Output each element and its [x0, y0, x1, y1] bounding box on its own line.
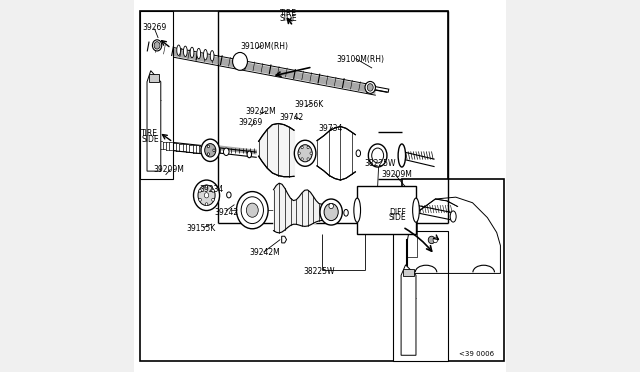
Bar: [402, 179, 504, 361]
Ellipse shape: [227, 192, 231, 198]
Ellipse shape: [199, 189, 202, 192]
Ellipse shape: [198, 185, 215, 205]
Ellipse shape: [298, 152, 300, 155]
Text: 38225W: 38225W: [303, 267, 335, 276]
Bar: [140, 11, 173, 179]
Ellipse shape: [246, 203, 259, 217]
Text: SIDE: SIDE: [141, 135, 159, 144]
Ellipse shape: [298, 145, 312, 162]
Ellipse shape: [204, 193, 209, 198]
Text: 39155K: 39155K: [186, 224, 215, 233]
Ellipse shape: [344, 209, 348, 216]
Text: 39156K: 39156K: [294, 100, 323, 109]
Text: 39269: 39269: [142, 23, 166, 32]
Ellipse shape: [154, 42, 160, 49]
Ellipse shape: [184, 46, 187, 57]
Ellipse shape: [413, 198, 419, 222]
Ellipse shape: [223, 148, 229, 155]
Text: 39209M: 39209M: [381, 170, 412, 179]
Ellipse shape: [329, 203, 333, 209]
Ellipse shape: [398, 144, 406, 167]
Ellipse shape: [247, 151, 252, 158]
Ellipse shape: [433, 237, 438, 243]
Text: 39234: 39234: [199, 185, 223, 194]
Ellipse shape: [307, 146, 309, 149]
Ellipse shape: [307, 158, 309, 160]
Ellipse shape: [212, 189, 214, 192]
Bar: [149, 74, 159, 82]
Ellipse shape: [320, 199, 342, 225]
Text: 39269: 39269: [238, 118, 262, 127]
Ellipse shape: [310, 152, 312, 155]
Ellipse shape: [301, 146, 303, 149]
Text: 39242M: 39242M: [246, 107, 276, 116]
Ellipse shape: [450, 211, 456, 222]
Text: TIRE: TIRE: [280, 9, 297, 17]
Ellipse shape: [354, 198, 360, 222]
Text: 39100M(RH): 39100M(RH): [240, 42, 288, 51]
Ellipse shape: [193, 180, 220, 211]
Bar: [357, 186, 416, 234]
Text: SIDE: SIDE: [280, 14, 298, 23]
Ellipse shape: [190, 47, 194, 58]
Text: <39 0006: <39 0006: [460, 351, 495, 357]
Ellipse shape: [213, 149, 215, 152]
Ellipse shape: [205, 185, 208, 188]
Ellipse shape: [207, 153, 209, 155]
Ellipse shape: [204, 49, 207, 60]
Ellipse shape: [372, 148, 383, 163]
Text: 39742: 39742: [279, 113, 303, 122]
Ellipse shape: [212, 198, 214, 201]
Polygon shape: [401, 265, 416, 355]
Text: 39209M: 39209M: [154, 165, 184, 174]
Ellipse shape: [241, 197, 264, 224]
Polygon shape: [282, 236, 287, 243]
Ellipse shape: [428, 236, 435, 244]
Ellipse shape: [199, 198, 202, 201]
Bar: [140, 11, 449, 361]
Ellipse shape: [201, 139, 220, 161]
Ellipse shape: [197, 48, 200, 59]
Ellipse shape: [205, 144, 216, 157]
Ellipse shape: [211, 51, 214, 61]
Ellipse shape: [152, 40, 162, 51]
Text: TIRE: TIRE: [141, 129, 159, 138]
Ellipse shape: [207, 145, 209, 148]
Ellipse shape: [365, 81, 376, 93]
Text: 39100M(RH): 39100M(RH): [337, 55, 385, 64]
Polygon shape: [147, 71, 161, 171]
Ellipse shape: [356, 150, 360, 157]
Bar: [392, 231, 449, 361]
Text: DIFF: DIFF: [389, 208, 406, 217]
Text: 39734: 39734: [318, 124, 342, 133]
Ellipse shape: [369, 144, 387, 167]
Ellipse shape: [301, 158, 303, 160]
Ellipse shape: [324, 203, 338, 221]
Bar: [403, 269, 413, 276]
Ellipse shape: [367, 84, 373, 91]
Text: 39242M: 39242M: [250, 248, 280, 257]
Text: SIDE: SIDE: [389, 213, 406, 222]
Ellipse shape: [177, 45, 180, 55]
Ellipse shape: [232, 52, 248, 70]
Ellipse shape: [294, 140, 316, 166]
Text: 38225W: 38225W: [365, 159, 396, 168]
Text: 39242: 39242: [214, 208, 238, 217]
Ellipse shape: [237, 192, 268, 229]
Ellipse shape: [205, 203, 208, 206]
